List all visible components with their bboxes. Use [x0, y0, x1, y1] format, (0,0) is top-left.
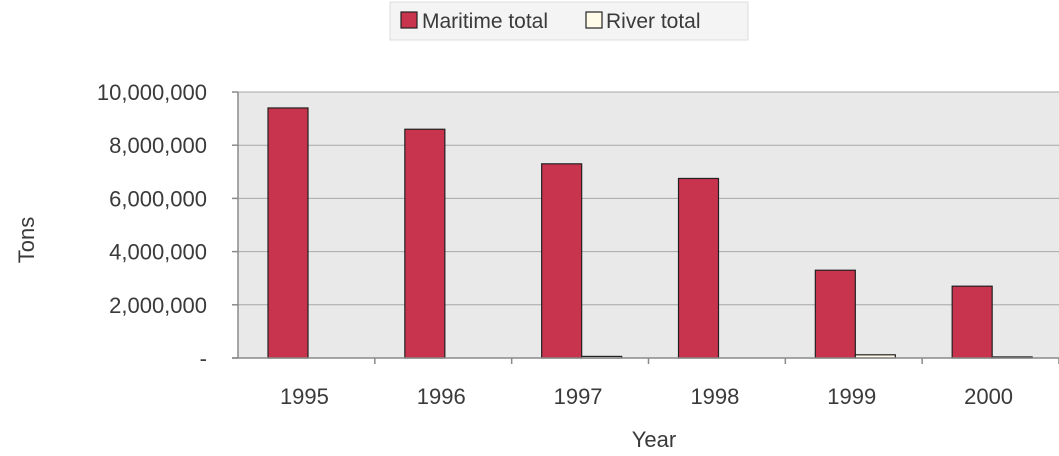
bar-maritime-total	[541, 163, 583, 359]
plot-area	[238, 92, 1059, 358]
bar-maritime-total	[814, 269, 856, 359]
y-tick-label: 10,000,000	[97, 80, 207, 105]
bar-maritime-total	[404, 128, 446, 359]
y-tick-label: 4,000,000	[109, 240, 207, 265]
legend-swatch-river	[585, 11, 603, 29]
x-tick-label: 1996	[417, 384, 466, 409]
y-tick-label: -	[200, 346, 207, 371]
legend-swatch-maritime	[400, 11, 418, 29]
x-ticks: 1995 1996 1997 1998 1999 2000	[280, 358, 1059, 409]
bar-maritime-total	[677, 177, 720, 359]
bar-maritime-total	[951, 285, 993, 359]
y-tick-label: 8,000,000	[109, 133, 207, 158]
y-tick-label: 6,000,000	[109, 186, 207, 211]
y-tick-label: 2,000,000	[109, 293, 207, 318]
x-tick-label: 1997	[554, 384, 603, 409]
bars	[267, 107, 1033, 359]
legend-box	[389, 1, 749, 41]
bar-maritime-total	[267, 107, 309, 359]
x-tick-label: 1998	[690, 384, 739, 409]
x-axis-title: Year	[632, 427, 676, 452]
legend-label-river: River total	[606, 10, 701, 33]
x-tick-label: 1999	[827, 384, 876, 409]
y-axis-title: Tons	[14, 217, 39, 263]
legend-label-maritime: Maritime total	[422, 10, 548, 33]
gridlines	[238, 91, 1059, 306]
y-ticks: - 2,000,000 4,000,000 6,000,000 8,000,000 10,…	[97, 80, 238, 371]
x-tick-label: 1995	[280, 384, 329, 409]
x-tick-label: 2000	[964, 384, 1013, 409]
